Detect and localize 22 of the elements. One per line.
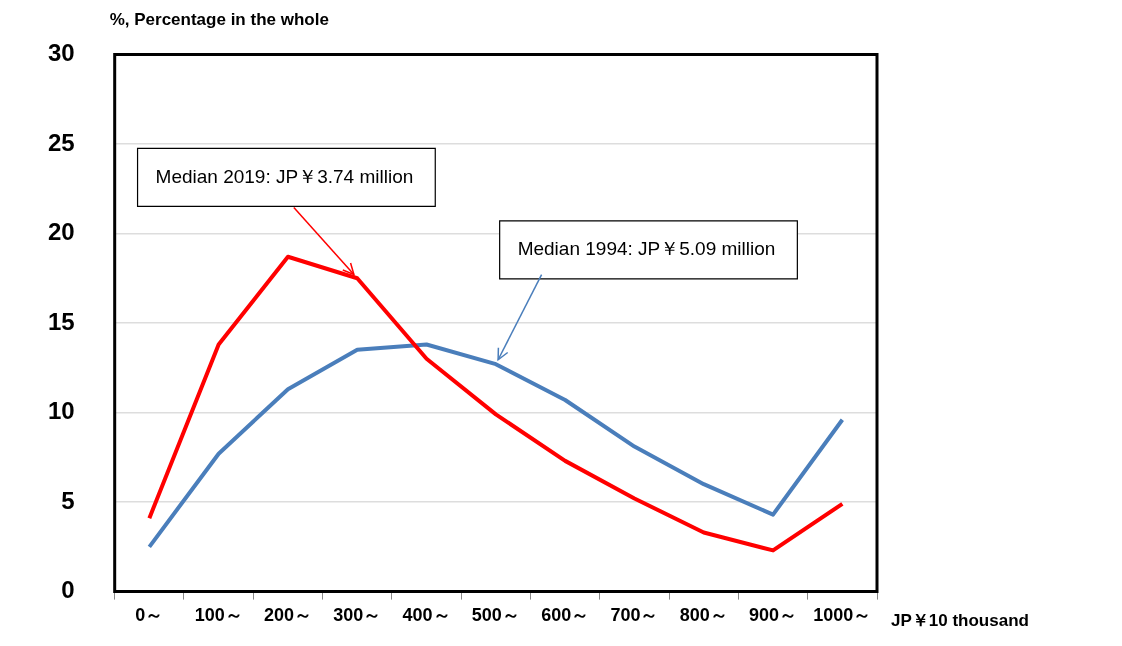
x-tick-label: 500～ [471,605,520,626]
x-tick-label: 400～ [402,605,451,626]
annotation: Median 1994: JP￥5.09 million [517,238,776,260]
y-axis-title: %, Percentage in the whole [109,9,329,29]
y-tick-label: 0 [61,576,75,604]
y-tick-label: 10 [47,397,75,425]
x-tick-label: 0～ [135,605,164,626]
y-tick-label: 15 [47,307,75,335]
x-tick-label: 600～ [541,605,590,626]
y-tick-label: 25 [47,128,75,156]
annotation: Median 2019: JP￥3.74 million [155,165,414,187]
y-tick-label: 20 [47,218,75,246]
x-tick-label: 800～ [679,605,728,626]
x-tick-label: 1000～ [813,605,872,626]
x-axis-title: JP￥10 thousand [891,611,1029,631]
y-tick-label: 30 [47,39,75,67]
y-tick-label: 5 [61,486,75,514]
x-tick-label: 900～ [749,605,798,626]
x-tick-label: 300～ [333,605,382,626]
x-tick-label: 700～ [610,605,659,626]
x-tick-label: 200～ [263,605,312,626]
x-tick-label: 100～ [194,605,243,626]
